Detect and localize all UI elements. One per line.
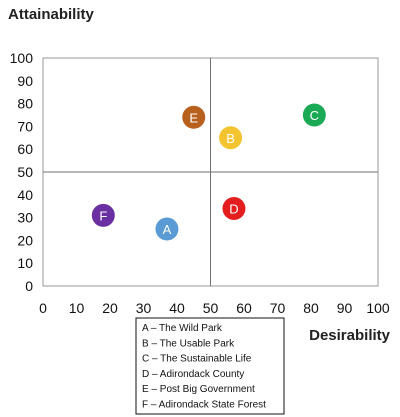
point-marker: [222, 196, 246, 220]
point-marker: [91, 203, 115, 227]
y-tick-label: 50: [17, 164, 33, 180]
data-points: A B C D E F: [91, 103, 326, 241]
legend-entry: D – Adirondack County: [142, 369, 244, 380]
point-label: B: [226, 131, 235, 146]
x-tick-label: 40: [169, 300, 185, 316]
x-tick-label: 70: [270, 300, 286, 316]
y-axis-ticks: 0 10 20 30 40 50 60 70 80 90 100: [10, 50, 34, 294]
point-label: C: [310, 108, 319, 123]
x-tick-label: 20: [102, 300, 118, 316]
y-tick-label: 30: [17, 210, 33, 226]
y-tick-label: 0: [25, 278, 33, 294]
x-tick-label: 30: [136, 300, 152, 316]
point-marker: [219, 126, 243, 150]
legend-entry: C – The Sustainable Life: [142, 354, 252, 365]
point-marker: [302, 103, 326, 127]
data-point-b: B: [219, 126, 243, 150]
legend-entry: E – Post Big Government: [142, 384, 255, 395]
point-label: D: [229, 201, 238, 216]
point-label: F: [99, 208, 107, 223]
point-label: E: [189, 110, 198, 125]
x-tick-label: 90: [337, 300, 353, 316]
data-point-c: C: [302, 103, 326, 127]
x-tick-label: 80: [303, 300, 319, 316]
x-tick-label: 10: [69, 300, 85, 316]
x-tick-label: 0: [39, 300, 47, 316]
x-tick-label: 60: [236, 300, 252, 316]
y-tick-label: 20: [17, 232, 33, 248]
legend: A – The Wild Park B – The Usable Park C – …: [142, 323, 266, 411]
y-tick-label: 60: [17, 141, 33, 157]
data-point-a: A: [155, 217, 179, 241]
point-marker: [182, 105, 206, 129]
point-label: A: [163, 222, 172, 237]
y-tick-label: 100: [10, 50, 34, 66]
y-tick-label: 70: [17, 118, 33, 134]
data-point-f: F: [91, 203, 115, 227]
point-marker: [155, 217, 179, 241]
x-axis-ticks: 0 10 20 30 40 50 60 70 80 90 100: [39, 300, 390, 316]
legend-box: [135, 317, 285, 415]
x-tick-label: 100: [366, 300, 390, 316]
y-tick-label: 80: [17, 96, 33, 112]
y-tick-label: 90: [17, 73, 33, 89]
y-tick-label: 40: [17, 187, 33, 203]
y-tick-label: 10: [17, 255, 33, 271]
data-point-d: D: [222, 196, 246, 220]
legend-entry: A – The Wild Park: [142, 323, 223, 334]
x-axis-title: Desirability: [309, 327, 391, 344]
data-point-e: E: [182, 105, 206, 129]
legend-entry: F – Adirondack State Forest: [142, 400, 266, 411]
legend-entry: B – The Usable Park: [142, 338, 235, 349]
x-tick-label: 50: [203, 300, 219, 316]
y-axis-title: Attainability: [8, 6, 94, 23]
